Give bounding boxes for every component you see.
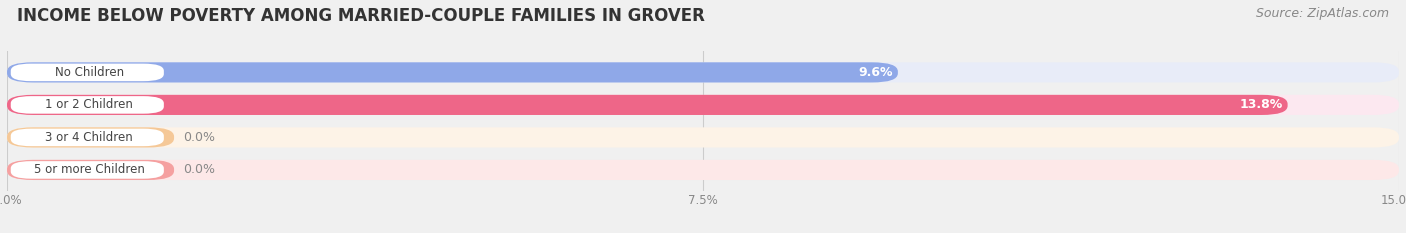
FancyBboxPatch shape xyxy=(11,129,165,146)
Text: 9.6%: 9.6% xyxy=(859,66,893,79)
FancyBboxPatch shape xyxy=(7,62,898,82)
FancyBboxPatch shape xyxy=(7,160,1399,180)
Text: 1 or 2 Children: 1 or 2 Children xyxy=(45,98,134,111)
Text: Source: ZipAtlas.com: Source: ZipAtlas.com xyxy=(1256,7,1389,20)
Text: INCOME BELOW POVERTY AMONG MARRIED-COUPLE FAMILIES IN GROVER: INCOME BELOW POVERTY AMONG MARRIED-COUPL… xyxy=(17,7,704,25)
FancyBboxPatch shape xyxy=(11,96,165,114)
FancyBboxPatch shape xyxy=(7,95,1399,115)
FancyBboxPatch shape xyxy=(7,160,174,180)
FancyBboxPatch shape xyxy=(7,62,1399,82)
FancyBboxPatch shape xyxy=(7,127,1399,147)
FancyBboxPatch shape xyxy=(11,64,165,81)
FancyBboxPatch shape xyxy=(7,127,174,147)
Text: No Children: No Children xyxy=(55,66,124,79)
FancyBboxPatch shape xyxy=(11,161,165,179)
Text: 0.0%: 0.0% xyxy=(183,131,215,144)
Text: 0.0%: 0.0% xyxy=(183,163,215,176)
FancyBboxPatch shape xyxy=(7,95,1288,115)
Text: 3 or 4 Children: 3 or 4 Children xyxy=(45,131,134,144)
Text: 5 or more Children: 5 or more Children xyxy=(34,163,145,176)
Text: 13.8%: 13.8% xyxy=(1240,98,1284,111)
